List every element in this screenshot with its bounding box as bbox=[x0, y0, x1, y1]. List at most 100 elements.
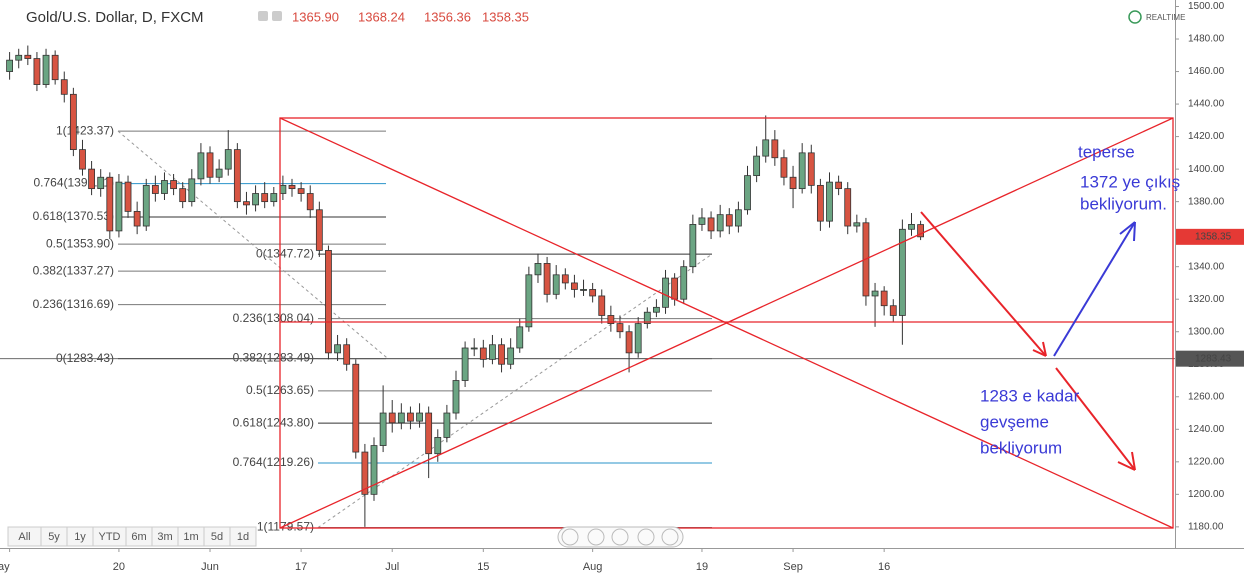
annotation-text: 1372 ye çıkış bbox=[1080, 172, 1180, 191]
ohlc-value: 1358.35 bbox=[482, 9, 529, 24]
candle-body bbox=[252, 193, 259, 206]
candle-body bbox=[762, 139, 770, 157]
fib-trend bbox=[117, 130, 389, 360]
ohlc-value: 1365.90 bbox=[292, 9, 339, 24]
icon[interactable] bbox=[258, 11, 268, 21]
candle-body bbox=[407, 412, 414, 422]
candle-body bbox=[735, 209, 742, 227]
candle-body bbox=[124, 181, 132, 212]
candle-body bbox=[306, 193, 314, 211]
candle-body bbox=[680, 266, 688, 300]
candle-body bbox=[133, 210, 141, 227]
candle-body bbox=[33, 58, 41, 85]
range-button-label[interactable]: All bbox=[18, 531, 30, 543]
range-button-label[interactable]: 1d bbox=[237, 531, 249, 543]
candle-body bbox=[206, 152, 214, 178]
fib-label: 0.764(1219.26) bbox=[233, 455, 314, 469]
fib-label: 0(1347.72) bbox=[256, 246, 314, 260]
candle-body bbox=[197, 152, 205, 180]
nav-button[interactable] bbox=[561, 528, 579, 546]
candle-body bbox=[853, 222, 861, 227]
candle-body bbox=[279, 184, 287, 194]
candle-body bbox=[616, 323, 624, 333]
annotation-line bbox=[279, 117, 1174, 529]
candle-body bbox=[388, 412, 396, 424]
arrow-head bbox=[1032, 341, 1047, 357]
candle-body bbox=[51, 54, 59, 81]
candle-body bbox=[288, 184, 296, 190]
annotation-text: 1283 e kadar bbox=[980, 386, 1080, 405]
candle-body bbox=[716, 214, 724, 232]
candle-body bbox=[807, 152, 815, 186]
status-text: REALTIME bbox=[1146, 13, 1185, 22]
candle-body bbox=[397, 412, 405, 424]
candle-body bbox=[653, 306, 660, 313]
candle-body bbox=[908, 224, 915, 230]
candle-body bbox=[361, 451, 369, 495]
candle-body bbox=[780, 157, 788, 178]
fib-layer: 1(1423.37)0.764(1391.11)0.618(1370.53)0.… bbox=[0, 123, 1175, 534]
price-tag bbox=[1176, 350, 1244, 367]
candle-body bbox=[188, 178, 196, 203]
x-tick-label: 20 bbox=[113, 561, 125, 573]
nav-button[interactable] bbox=[661, 528, 679, 546]
x-tick-label: 19 bbox=[696, 561, 708, 573]
fib-label: 1(1423.37) bbox=[56, 123, 114, 137]
range-button-label[interactable]: 1m bbox=[183, 531, 198, 543]
candle-body bbox=[871, 290, 879, 297]
candle-body bbox=[698, 217, 706, 225]
fib-trend bbox=[317, 253, 713, 528]
nav-button[interactable] bbox=[637, 528, 655, 546]
candle-body bbox=[589, 289, 597, 297]
range-button-label[interactable]: 5d bbox=[211, 531, 223, 543]
status-icon bbox=[1128, 10, 1142, 24]
arrow bbox=[1053, 221, 1136, 357]
candle-body bbox=[643, 311, 651, 324]
candle-body bbox=[470, 347, 478, 350]
y-tick-label: 1480.00 bbox=[1188, 34, 1225, 45]
arrow-head bbox=[1117, 451, 1136, 471]
range-button-label[interactable]: 5y bbox=[48, 531, 60, 543]
range-button-label[interactable]: 6m bbox=[131, 531, 146, 543]
annotation-text: teperse bbox=[1078, 142, 1135, 161]
candle-body bbox=[707, 217, 715, 232]
candle-body bbox=[880, 290, 888, 307]
candle-body bbox=[224, 149, 232, 170]
fib-label: 0.382(1283.49) bbox=[233, 351, 314, 365]
candle-body bbox=[552, 274, 560, 295]
arrow bbox=[920, 211, 1047, 357]
y-tick-label: 1320.00 bbox=[1188, 294, 1225, 305]
candle-body bbox=[161, 180, 168, 194]
y-tick-label: 1400.00 bbox=[1188, 164, 1225, 175]
candle-body bbox=[580, 289, 587, 291]
x-tick-label: 16 bbox=[878, 561, 890, 573]
nav-button[interactable] bbox=[587, 528, 605, 546]
nav-button[interactable] bbox=[611, 528, 629, 546]
icon[interactable] bbox=[272, 11, 282, 21]
fib-label: 0.618(1243.80) bbox=[233, 415, 314, 429]
range-button[interactable] bbox=[229, 526, 257, 547]
range-button-label[interactable]: 1y bbox=[74, 531, 86, 543]
candle-body bbox=[151, 184, 159, 194]
x-tick-label: Aug bbox=[583, 561, 603, 573]
y-tick-label: 1220.00 bbox=[1188, 456, 1225, 467]
candle-body bbox=[243, 201, 250, 206]
y-tick-label: 1180.00 bbox=[1188, 522, 1224, 533]
x-tick-label: Jul bbox=[385, 561, 399, 573]
fib-label: 0.236(1308.04) bbox=[233, 311, 314, 325]
range-button-label[interactable]: 3m bbox=[157, 531, 172, 543]
annotation-text: gevşeme bbox=[980, 412, 1049, 431]
chart-title: Gold/U.S. Dollar, D, FXCM bbox=[26, 9, 204, 26]
candle-body bbox=[352, 363, 360, 453]
candle-body bbox=[598, 295, 606, 316]
fib-label: 1(1179.57) bbox=[257, 520, 314, 534]
fib-label: 0(1283.43) bbox=[56, 351, 114, 365]
candle-body bbox=[60, 79, 68, 95]
candle-body bbox=[297, 188, 305, 194]
candle-body bbox=[15, 54, 23, 61]
candle-body bbox=[215, 168, 223, 178]
x-tick-label: 15 bbox=[477, 561, 489, 573]
range-button-label[interactable]: YTD bbox=[99, 531, 121, 543]
